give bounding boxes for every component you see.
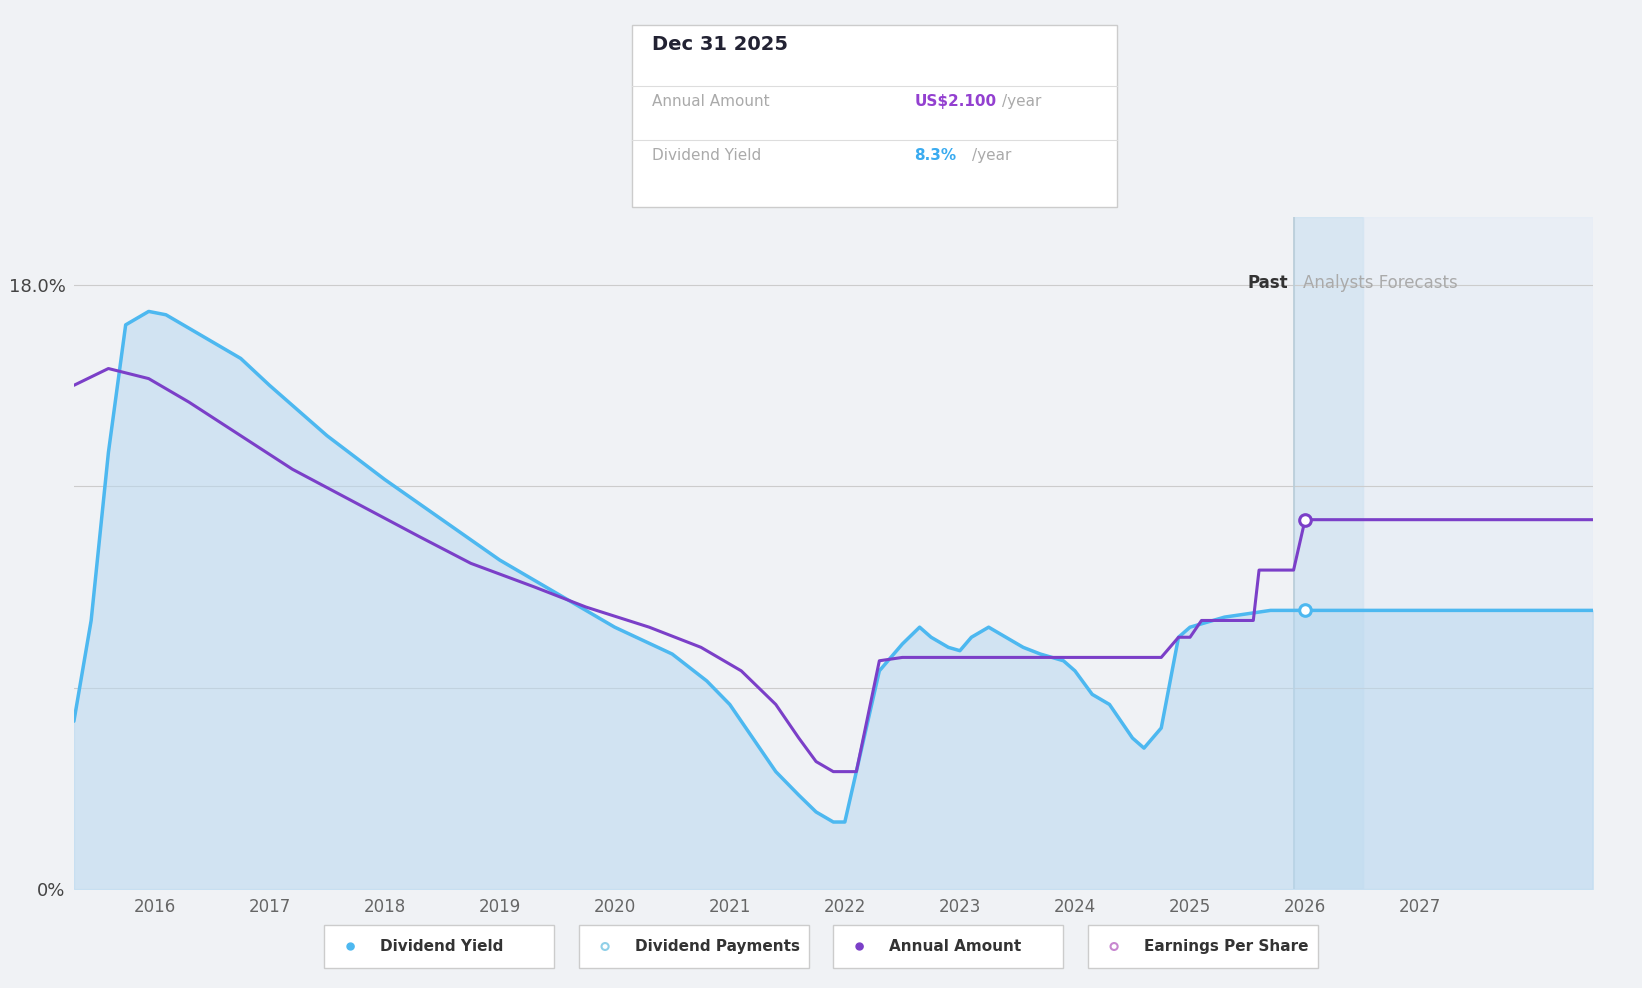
Text: Annual Amount: Annual Amount bbox=[652, 94, 770, 109]
Text: Analysts Forecasts: Analysts Forecasts bbox=[1302, 275, 1458, 292]
Text: Annual Amount: Annual Amount bbox=[890, 939, 1021, 954]
Text: 8.3%: 8.3% bbox=[915, 148, 957, 163]
Text: /year: /year bbox=[1002, 94, 1041, 109]
Text: /year: /year bbox=[972, 148, 1011, 163]
Bar bbox=[1294, 217, 1363, 889]
Text: Dividend Yield: Dividend Yield bbox=[652, 148, 762, 163]
Text: Past: Past bbox=[1248, 275, 1287, 292]
Text: Dividend Payments: Dividend Payments bbox=[635, 939, 800, 954]
Point bbox=[1292, 603, 1319, 618]
Point bbox=[1292, 512, 1319, 528]
Text: US$2.100: US$2.100 bbox=[915, 94, 997, 109]
Bar bbox=[1363, 217, 1593, 889]
Text: Dividend Yield: Dividend Yield bbox=[379, 939, 504, 954]
Text: Dec 31 2025: Dec 31 2025 bbox=[652, 35, 788, 53]
Text: Earnings Per Share: Earnings Per Share bbox=[1144, 939, 1309, 954]
